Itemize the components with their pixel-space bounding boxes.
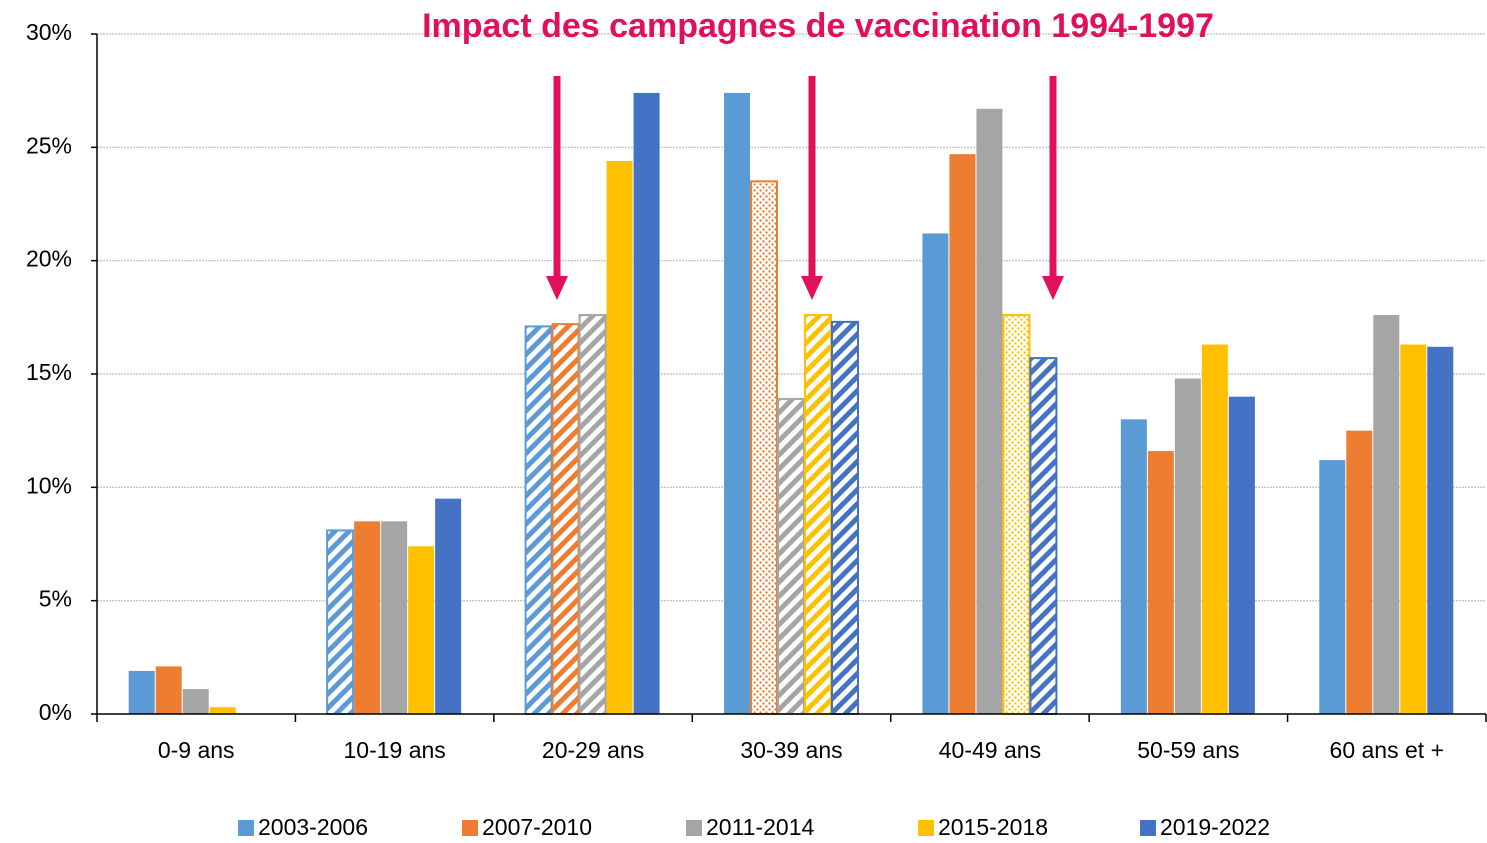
legend-swatch bbox=[686, 820, 702, 836]
x-tick-label: 40-49 ans bbox=[939, 737, 1041, 763]
legend-label: 2007-2010 bbox=[482, 814, 592, 840]
x-tick-label: 60 ans et + bbox=[1330, 737, 1444, 763]
y-tick-label: 20% bbox=[26, 246, 72, 272]
bar bbox=[633, 92, 660, 714]
arrows bbox=[546, 76, 1064, 300]
bar bbox=[1319, 460, 1346, 714]
y-tick-label: 0% bbox=[39, 699, 72, 725]
legend-swatch bbox=[918, 820, 934, 836]
bars bbox=[128, 92, 1454, 716]
legend-swatch bbox=[238, 820, 254, 836]
bar bbox=[1147, 451, 1174, 714]
bar bbox=[831, 320, 859, 715]
bar bbox=[155, 666, 182, 714]
bar bbox=[578, 314, 607, 715]
bar bbox=[381, 521, 408, 714]
legend-label: 2019-2022 bbox=[1160, 814, 1270, 840]
bar bbox=[1228, 396, 1255, 714]
legend-label: 2011-2014 bbox=[706, 814, 814, 840]
arrow-head bbox=[546, 276, 568, 300]
bar bbox=[182, 689, 209, 714]
bar bbox=[922, 233, 949, 714]
y-tick-label: 10% bbox=[26, 472, 72, 498]
bar bbox=[209, 707, 236, 714]
bar bbox=[435, 498, 462, 714]
bar bbox=[128, 670, 155, 714]
y-tick-label: 15% bbox=[26, 359, 72, 385]
bar bbox=[777, 397, 805, 715]
y-tick-label: 30% bbox=[26, 19, 72, 45]
bar bbox=[1400, 344, 1427, 714]
bar bbox=[1201, 344, 1228, 714]
legend-swatch bbox=[1140, 820, 1156, 836]
bar bbox=[551, 323, 580, 715]
bar bbox=[1373, 315, 1400, 714]
bar bbox=[750, 180, 778, 716]
legend-label: 2003-2006 bbox=[258, 814, 368, 840]
bar bbox=[408, 546, 435, 714]
bar bbox=[976, 108, 1003, 715]
bar bbox=[1120, 419, 1147, 714]
bar bbox=[1174, 378, 1201, 714]
x-tick-label: 30-39 ans bbox=[740, 737, 842, 763]
arrow-head bbox=[801, 276, 823, 300]
x-tick-label: 20-29 ans bbox=[542, 737, 644, 763]
bar bbox=[524, 325, 553, 715]
bar bbox=[1029, 357, 1058, 715]
bar bbox=[804, 314, 832, 715]
x-tick-label: 0-9 ans bbox=[158, 737, 235, 763]
bar bbox=[354, 521, 381, 714]
chart-title: Impact des campagnes de vaccination 1994… bbox=[422, 7, 1214, 45]
y-tick-label: 25% bbox=[26, 132, 72, 158]
legend-label: 2015-2018 bbox=[938, 814, 1048, 840]
bar bbox=[1002, 314, 1031, 715]
arrow-head bbox=[1042, 276, 1064, 300]
bar bbox=[606, 160, 633, 714]
bar bbox=[1346, 430, 1373, 714]
legend-swatch bbox=[462, 820, 478, 836]
bar bbox=[1427, 346, 1454, 714]
x-tick-label: 10-19 ans bbox=[343, 737, 445, 763]
x-tick-label: 50-59 ans bbox=[1137, 737, 1239, 763]
bar bbox=[326, 529, 355, 716]
bar bbox=[724, 92, 750, 714]
bar bbox=[949, 154, 976, 715]
y-tick-label: 5% bbox=[39, 586, 72, 612]
